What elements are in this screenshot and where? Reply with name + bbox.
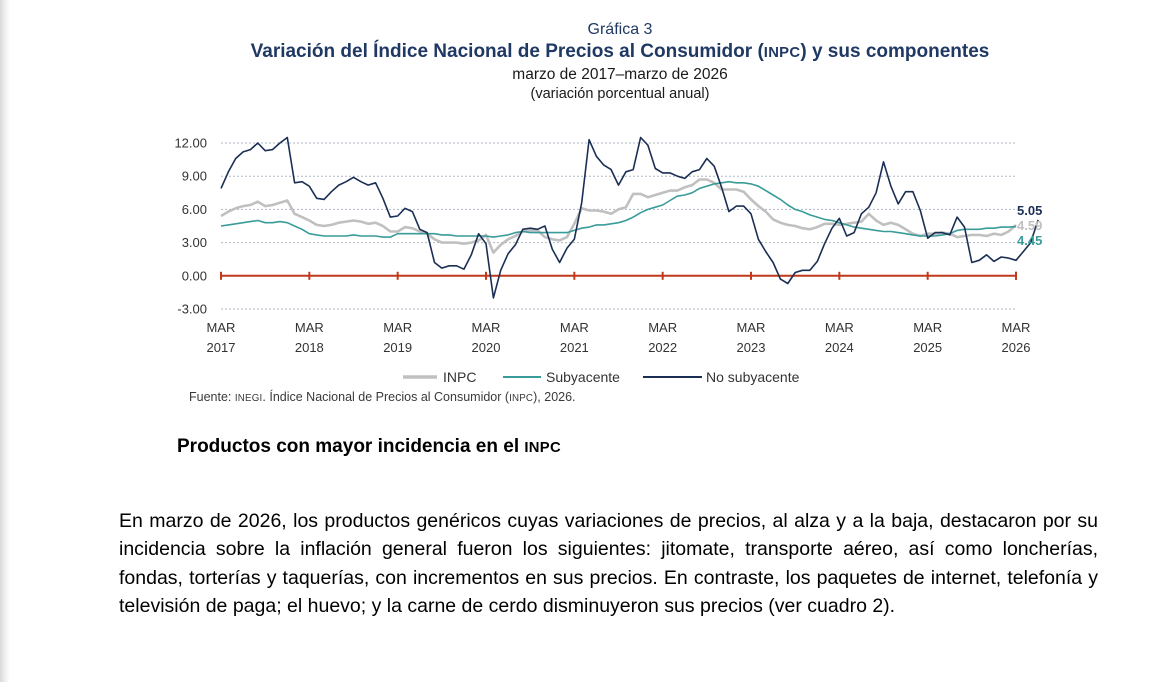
section-heading-abbr: INPC <box>524 440 561 456</box>
series-lines <box>220 136 1039 299</box>
gridlines <box>221 142 1016 310</box>
y-tick-label: 6.00 <box>182 202 207 217</box>
x-tick-label-month: MAR <box>825 320 854 335</box>
end-value-labels: 5.054.594.45 <box>1017 203 1042 248</box>
figure-units: (variación porcentual anual) <box>530 86 710 102</box>
y-axis-ticks: 12.00 9.00 6.00 3.00 0.00 -3.00 <box>174 136 207 317</box>
source-prefix: Fuente: <box>189 390 235 404</box>
x-tick-label-year: 2021 <box>560 340 589 355</box>
figure-title-tail: ) y sus componentes <box>800 41 990 62</box>
x-tick-label-month: MAR <box>560 320 589 335</box>
y-tick-label: 0.00 <box>182 268 207 283</box>
body-paragraph: En marzo de 2026, los productos genérico… <box>119 509 1098 618</box>
y-tick-label: 3.00 <box>182 235 207 250</box>
x-tick-label-month: MAR <box>913 320 942 335</box>
x-tick-label-year: 2026 <box>1002 340 1031 355</box>
end-label: 4.45 <box>1017 233 1042 248</box>
x-tick-label-year: 2019 <box>383 340 412 355</box>
figure-header: Gráfica 3 Variación del Índice Nacional … <box>150 20 1090 104</box>
section-heading: Productos con mayor incidencia en el INP… <box>177 436 561 458</box>
source-tail: ), 2026. <box>533 390 576 404</box>
section-heading-text: Productos con mayor incidencia en el <box>177 436 525 457</box>
source-mid: . Índice Nacional de Precios al Consumid… <box>262 390 510 404</box>
x-tick-label-year: 2023 <box>737 340 766 355</box>
figure-source: Fuente: INEGI. Índice Nacional de Precio… <box>189 390 576 404</box>
x-axis: MAR 2017 MAR 2018 MAR 2019 MAR 2020 MAR 2021 MAR 20… <box>207 271 1031 355</box>
x-tick-label-year: 2024 <box>825 340 854 355</box>
end-label: 4.59 <box>1017 218 1042 233</box>
source-org: INEGI <box>234 393 263 404</box>
x-tick-label-month: MAR <box>1002 320 1031 335</box>
figure-period: marzo de 2017–marzo de 2026 <box>512 66 728 83</box>
x-tick-label-month: MAR <box>648 320 677 335</box>
figure-title-main: Variación del Índice Nacional de Precios… <box>250 41 764 62</box>
y-tick-label: 9.00 <box>182 169 207 184</box>
x-tick-label-month: MAR <box>383 320 412 335</box>
figure-title: Variación del Índice Nacional de Precios… <box>150 40 1090 65</box>
page-edge-shadow <box>0 0 10 682</box>
source-abbr: INPC <box>509 393 534 404</box>
x-tick-label-month: MAR <box>737 320 766 335</box>
inflation-line-chart: 12.00 9.00 6.00 3.00 0.00 -3.00 MAR 2017 MAR 201… <box>174 136 1042 386</box>
y-tick-label: 12.00 <box>174 136 207 151</box>
x-tick-label-month: MAR <box>207 320 236 335</box>
x-tick-label-year: 2020 <box>472 340 501 355</box>
end-label: 5.05 <box>1017 203 1042 218</box>
legend-label: Subyacente <box>546 369 620 385</box>
x-tick-label-year: 2022 <box>648 340 677 355</box>
x-tick-label-month: MAR <box>295 320 324 335</box>
series-line-subyacente <box>220 180 1017 238</box>
x-tick-label-year: 2018 <box>295 340 324 355</box>
x-tick-label-year: 2025 <box>913 340 942 355</box>
x-tick-label-year: 2017 <box>207 340 236 355</box>
series-line-no-subyacente <box>220 136 1039 299</box>
series-line-inpc <box>220 178 1017 254</box>
figure-number: Gráfica 3 <box>587 21 653 38</box>
y-tick-label: -3.00 <box>177 302 207 317</box>
legend-label: No subyacente <box>706 369 800 385</box>
legend-label: INPC <box>443 369 476 385</box>
x-tick-label-month: MAR <box>472 320 501 335</box>
figure-title-abbr: INPC <box>763 45 801 61</box>
chart-legend: INPC Subyacente No subyacente <box>403 369 800 385</box>
